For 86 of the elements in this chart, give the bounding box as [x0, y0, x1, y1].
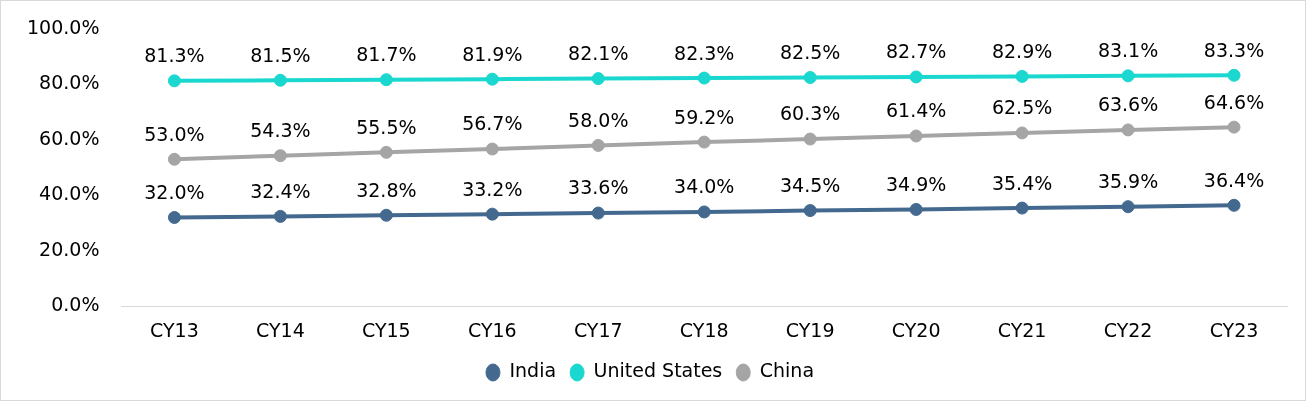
point [379, 208, 393, 222]
data-label: 82.5% [780, 40, 841, 63]
x-tick-label: CY23 [1209, 318, 1259, 341]
point [909, 202, 923, 216]
data-label: 33.6% [568, 176, 629, 199]
point [167, 74, 181, 88]
point [697, 135, 711, 149]
point [273, 73, 287, 87]
data-label: 53.0% [144, 122, 205, 145]
point [909, 70, 923, 84]
data-label: 82.1% [568, 42, 629, 65]
point [1227, 198, 1241, 212]
y-tick-label: 20.0% [39, 237, 100, 260]
point [591, 206, 605, 220]
data-label: 34.9% [885, 172, 947, 195]
data-label: 32.0% [144, 180, 205, 203]
point [273, 149, 287, 163]
data-label: 35.4% [991, 171, 1053, 194]
data-label: 82.9% [991, 39, 1053, 62]
x-tick-label: CY21 [997, 318, 1047, 341]
data-label: 81.9% [462, 42, 523, 65]
legend-label: India [509, 359, 557, 382]
data-label: 82.7% [885, 40, 947, 63]
point [909, 129, 923, 143]
data-label: 83.1% [1097, 39, 1159, 62]
data-label: 54.3% [250, 119, 311, 142]
data-label: 81.5% [250, 43, 311, 66]
legend-label: United States [593, 359, 723, 382]
point [1015, 69, 1029, 83]
x-tick-label: CY13 [150, 318, 199, 341]
x-tick-label: CY20 [891, 318, 941, 341]
point [591, 138, 605, 152]
x-tick-label: CY18 [679, 318, 729, 341]
point [803, 132, 817, 146]
point [697, 71, 711, 85]
x-tick-label: CY17 [573, 318, 623, 341]
point [1121, 123, 1135, 137]
point [167, 211, 181, 224]
data-label: 35.9% [1097, 170, 1159, 193]
data-label: 82.3% [674, 41, 735, 64]
point [485, 72, 499, 86]
point [379, 73, 393, 87]
data-label: 59.2% [674, 105, 735, 128]
point [697, 205, 711, 219]
y-tick-label: 100.0% [26, 15, 100, 38]
data-label: 83.3% [1203, 38, 1265, 61]
point [1121, 69, 1135, 83]
point [273, 209, 287, 223]
data-label: 58.0% [568, 108, 629, 131]
point [1015, 126, 1029, 140]
point [591, 72, 605, 86]
point [1227, 120, 1241, 134]
data-label: 33.2% [462, 177, 523, 200]
data-label: 34.0% [674, 175, 735, 198]
point [167, 152, 181, 166]
data-label: 81.3% [144, 44, 205, 67]
data-label: 81.7% [356, 43, 417, 66]
x-tick-label: CY14 [256, 318, 305, 341]
point [379, 145, 393, 159]
data-label: 34.5% [780, 174, 841, 196]
data-label: 36.4% [1203, 168, 1265, 191]
y-tick-label: 0.0% [51, 293, 100, 316]
legend-label: China [759, 359, 815, 382]
data-label: 63.6% [1097, 93, 1159, 116]
x-tick-label: CY22 [1103, 318, 1153, 341]
data-label: 61.4% [885, 99, 947, 122]
y-tick-label: 80.0% [39, 71, 100, 94]
point [803, 204, 817, 218]
point [485, 207, 499, 221]
point [1227, 68, 1241, 82]
y-tick-label: 60.0% [39, 126, 100, 149]
x-tick-label: CY16 [467, 318, 517, 341]
data-label: 32.8% [356, 178, 417, 201]
point [1015, 201, 1029, 215]
data-label: 56.7% [462, 112, 523, 135]
data-label: 62.5% [991, 96, 1053, 119]
point [485, 142, 499, 156]
x-tick-label: CY15 [361, 318, 411, 341]
data-label: 64.6% [1203, 90, 1265, 113]
point [803, 71, 817, 85]
y-tick-label: 40.0% [39, 182, 100, 205]
data-label: 55.5% [356, 115, 417, 138]
point [1121, 200, 1135, 214]
data-label: 60.3% [780, 102, 841, 125]
x-tick-label: CY19 [785, 318, 835, 341]
data-label: 32.4% [250, 179, 311, 202]
